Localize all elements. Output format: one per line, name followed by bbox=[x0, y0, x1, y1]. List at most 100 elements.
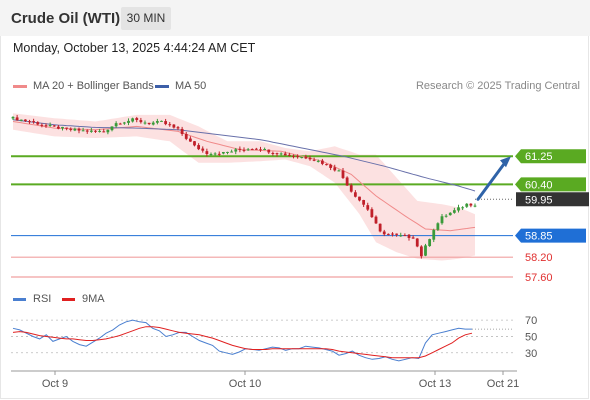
candle-body bbox=[143, 122, 147, 124]
candle-body bbox=[279, 153, 283, 155]
candle-body bbox=[378, 223, 382, 232]
candle-body bbox=[77, 128, 81, 131]
candle-body bbox=[259, 149, 262, 151]
candle-body bbox=[32, 121, 36, 123]
candle-body bbox=[73, 128, 77, 131]
candle-body bbox=[94, 130, 97, 132]
candle-body bbox=[135, 118, 139, 120]
legend-swatch-9ma bbox=[62, 298, 75, 301]
header-bar: Crude Oil (WTI) 30 MIN bbox=[0, 0, 590, 36]
candle-body bbox=[465, 203, 469, 207]
credit-label: Research © 2025 Trading Central bbox=[415, 80, 580, 92]
candle-body bbox=[176, 127, 180, 129]
candle-body bbox=[151, 122, 155, 125]
x-tick-label: Oct 13 bbox=[419, 378, 451, 390]
candle-body bbox=[399, 235, 403, 237]
candle-body bbox=[213, 153, 217, 155]
level-tag-58-85 bbox=[515, 228, 586, 243]
legend-swatch-rsi bbox=[13, 298, 26, 301]
candle-body bbox=[473, 205, 477, 207]
candle-body bbox=[440, 216, 444, 224]
candle-body bbox=[234, 149, 238, 152]
legend-label-ma50: MA 50 bbox=[175, 80, 207, 92]
candle-body bbox=[457, 207, 460, 211]
candle-body bbox=[89, 130, 93, 132]
candle-body bbox=[362, 200, 366, 205]
candle-body bbox=[81, 130, 85, 132]
candle-body bbox=[419, 246, 423, 257]
x-tick-label: Oct 21 bbox=[487, 378, 519, 390]
rsi-tick-label: 50 bbox=[525, 331, 537, 343]
candle-body bbox=[197, 145, 201, 150]
candle-body bbox=[52, 125, 56, 127]
candle-body bbox=[263, 149, 267, 151]
current-price-tag bbox=[516, 192, 589, 207]
candle-body bbox=[180, 128, 184, 135]
candle-body bbox=[287, 154, 291, 156]
candle-body bbox=[250, 149, 254, 151]
timeframe-badge[interactable]: 30 MIN bbox=[121, 7, 171, 30]
candle-body bbox=[15, 117, 19, 121]
candle-body bbox=[221, 151, 225, 154]
candle-body bbox=[382, 231, 386, 235]
candle-body bbox=[366, 205, 370, 210]
x-tick-label: Oct 10 bbox=[229, 378, 261, 390]
candle-body bbox=[325, 164, 328, 166]
candle-body bbox=[69, 128, 73, 130]
forecast-arrow-head bbox=[500, 156, 511, 168]
level-label-60-40: 60.40 bbox=[525, 179, 553, 191]
legend-label-ma20: MA 20 + Bollinger Bands bbox=[33, 80, 154, 92]
candle-body bbox=[275, 153, 279, 155]
current-price-label: 59.95 bbox=[525, 194, 553, 206]
legend-swatch-ma20 bbox=[13, 85, 27, 88]
candle-body bbox=[238, 148, 242, 150]
candle-body bbox=[254, 148, 258, 150]
candle-body bbox=[448, 212, 452, 216]
rsi-tick-label: 30 bbox=[525, 348, 537, 360]
candle-body bbox=[98, 130, 102, 132]
rsi-series-1 bbox=[12, 326, 473, 359]
candle-body bbox=[193, 141, 196, 146]
candle-body bbox=[283, 153, 287, 156]
candle-body bbox=[353, 192, 357, 197]
candle-body bbox=[341, 170, 345, 178]
candle-body bbox=[131, 118, 135, 122]
rsi-series-0 bbox=[12, 319, 472, 362]
candle-body bbox=[329, 164, 333, 168]
candle-body bbox=[415, 238, 419, 247]
candle-body bbox=[386, 233, 390, 235]
instrument-title: Crude Oil (WTI) bbox=[11, 10, 121, 27]
candle-body bbox=[127, 120, 130, 123]
candle-body bbox=[461, 207, 465, 209]
level-label-57-60: 57.60 bbox=[525, 272, 553, 284]
bollinger-band bbox=[13, 113, 475, 261]
candle-body bbox=[424, 245, 427, 256]
candle-body bbox=[209, 154, 213, 156]
candle-body bbox=[308, 157, 312, 160]
forecast-arrow-shaft bbox=[476, 159, 508, 201]
x-tick-label: Oct 9 bbox=[42, 378, 68, 390]
candle-body bbox=[164, 121, 168, 125]
legend-label-rsi: RSI bbox=[33, 293, 52, 305]
candle-body bbox=[436, 223, 440, 230]
legend-swatch-ma50 bbox=[155, 85, 169, 88]
candle-body bbox=[61, 126, 64, 129]
candle-body bbox=[147, 122, 151, 125]
candle-body bbox=[19, 119, 23, 121]
candle-body bbox=[11, 116, 15, 119]
level-label-58-85: 58.85 bbox=[525, 231, 553, 243]
candle-body bbox=[374, 216, 378, 224]
candle-body bbox=[48, 125, 52, 127]
level-label-61-25: 61.25 bbox=[525, 151, 553, 163]
candle-body bbox=[139, 120, 143, 123]
candle-body bbox=[155, 121, 159, 123]
candle-body bbox=[316, 160, 320, 162]
candle-body bbox=[432, 230, 436, 240]
level-label-58-20: 58.20 bbox=[525, 252, 553, 264]
candle-body bbox=[267, 149, 271, 153]
candle-body bbox=[65, 127, 69, 129]
candle-body bbox=[44, 125, 48, 127]
datetime-label: Monday, October 13, 2025 4:44:24 AM CET bbox=[13, 41, 256, 55]
candle-body bbox=[349, 185, 353, 192]
